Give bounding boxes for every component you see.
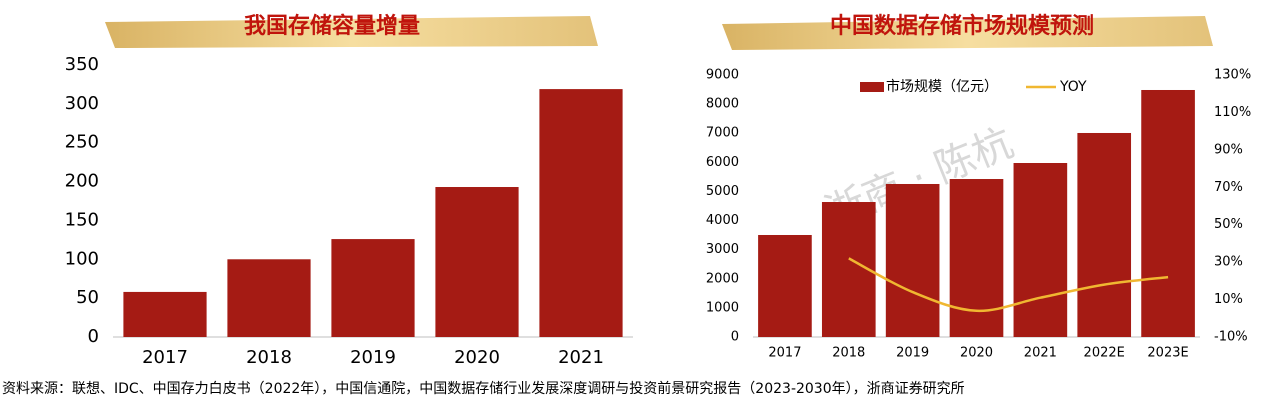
bar bbox=[1141, 89, 1195, 338]
title-banner bbox=[105, 16, 598, 48]
y-tick-label: 2000 bbox=[706, 271, 739, 286]
y2-tick-label: -10% bbox=[1214, 330, 1248, 345]
x-tick-label: 2021 bbox=[558, 347, 604, 368]
chart-title: 中国数据存储市场规模预测 bbox=[830, 13, 1094, 39]
bar bbox=[435, 187, 519, 337]
y2-tick-label: 90% bbox=[1214, 142, 1243, 157]
y-tick-label: 1000 bbox=[706, 300, 739, 315]
y-tick-label: 9000 bbox=[706, 68, 739, 83]
y-tick-label: 350 bbox=[65, 54, 99, 75]
y-tick-label: 250 bbox=[65, 132, 99, 153]
y2-tick-label: 110% bbox=[1214, 105, 1251, 120]
y2-tick-label: 70% bbox=[1214, 180, 1243, 195]
chart-title: 我国存储容量增量 bbox=[244, 13, 420, 39]
x-tick-label: 2023E bbox=[1147, 346, 1188, 361]
x-tick-label: 2017 bbox=[142, 347, 188, 368]
y-tick-label: 5000 bbox=[706, 184, 739, 199]
bar bbox=[949, 179, 1004, 337]
x-tick-label: 2019 bbox=[896, 346, 929, 361]
x-tick-label: 2020 bbox=[454, 347, 500, 368]
bar bbox=[123, 291, 207, 337]
x-tick-label: 2020 bbox=[960, 346, 993, 361]
legend-label: YOY bbox=[1059, 79, 1087, 95]
y2-tick-label: 130% bbox=[1214, 68, 1251, 83]
source-note: 资料来源：联想、IDC、中国存力白皮书（2022年），中国信通院，中国数据存储行… bbox=[2, 380, 965, 397]
title-banner bbox=[722, 16, 1213, 50]
bar bbox=[1013, 163, 1068, 337]
x-tick-label: 2018 bbox=[246, 347, 292, 368]
x-tick-label: 2018 bbox=[832, 346, 865, 361]
bar bbox=[885, 183, 940, 337]
y-tick-label: 300 bbox=[65, 93, 99, 114]
y-tick-label: 8000 bbox=[706, 97, 739, 112]
bar bbox=[539, 89, 623, 337]
y-tick-label: 6000 bbox=[706, 155, 739, 170]
yoy-line bbox=[848, 257, 1169, 313]
y-tick-label: 0 bbox=[731, 330, 739, 345]
y-tick-label: 7000 bbox=[706, 126, 739, 141]
y-tick-label: 200 bbox=[65, 171, 99, 192]
y2-tick-label: 10% bbox=[1214, 292, 1243, 307]
bar bbox=[1077, 132, 1132, 337]
y-tick-label: 0 bbox=[88, 326, 99, 347]
legend-swatch bbox=[860, 82, 884, 92]
x-tick-label: 2019 bbox=[350, 347, 396, 368]
y-tick-label: 3000 bbox=[706, 242, 739, 257]
bar bbox=[227, 259, 311, 337]
y-tick-label: 100 bbox=[65, 248, 99, 269]
y-tick-label: 50 bbox=[76, 287, 99, 308]
y2-tick-label: 30% bbox=[1214, 255, 1243, 270]
x-tick-label: 2017 bbox=[768, 346, 801, 361]
y-tick-label: 150 bbox=[65, 209, 99, 230]
x-tick-label: 2021 bbox=[1024, 346, 1057, 361]
y2-tick-label: 50% bbox=[1214, 217, 1243, 232]
bar bbox=[331, 239, 415, 337]
legend-label: 市场规模（亿元） bbox=[886, 78, 998, 95]
y-tick-label: 4000 bbox=[706, 213, 739, 228]
bar bbox=[758, 234, 812, 337]
x-tick-label: 2022E bbox=[1084, 346, 1125, 361]
